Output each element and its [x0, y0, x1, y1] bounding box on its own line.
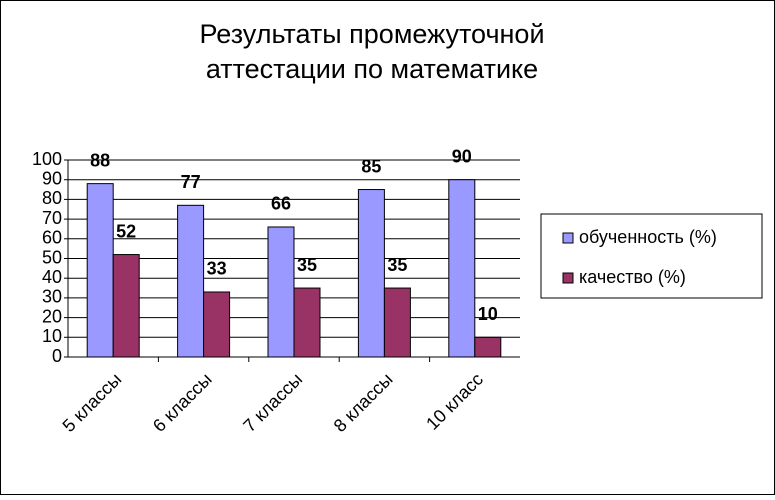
y-tick-label: 0 — [52, 346, 62, 366]
legend-label: качество (%) — [579, 267, 686, 287]
value-label: 85 — [361, 156, 381, 176]
value-label: 35 — [297, 255, 317, 275]
y-tick-label: 40 — [42, 267, 62, 287]
legend-swatch — [562, 232, 574, 244]
value-label: 88 — [90, 150, 110, 170]
bar — [267, 226, 295, 358]
bar — [86, 183, 114, 358]
y-tick-label: 10 — [42, 326, 62, 346]
y-tick-label: 100 — [32, 149, 62, 169]
value-label: 90 — [452, 146, 472, 166]
y-tick-label: 30 — [42, 287, 62, 307]
bar — [293, 287, 321, 358]
chart-title: аттестации по математике — [206, 54, 538, 84]
value-label: 35 — [387, 255, 407, 275]
bar — [177, 204, 205, 358]
y-tick-label: 70 — [42, 208, 62, 228]
value-label: 33 — [207, 259, 227, 279]
legend-swatch — [562, 272, 574, 284]
legend-box — [540, 213, 763, 299]
value-label: 10 — [478, 304, 498, 324]
value-label: 77 — [181, 172, 201, 192]
bar — [112, 254, 140, 358]
value-label: 66 — [271, 194, 291, 214]
y-tick-label: 90 — [42, 168, 62, 188]
value-label: 52 — [116, 221, 136, 241]
legend-label: обученность (%) — [579, 227, 717, 247]
bar — [357, 189, 385, 358]
bar — [448, 179, 476, 358]
y-tick-label: 80 — [42, 188, 62, 208]
y-tick-label: 60 — [42, 228, 62, 248]
bar — [383, 287, 411, 358]
y-tick-label: 50 — [42, 247, 62, 267]
y-tick-label: 20 — [42, 306, 62, 326]
chart-title: Результаты промежуточной — [199, 19, 544, 49]
bar — [474, 336, 502, 358]
bar — [203, 291, 231, 358]
